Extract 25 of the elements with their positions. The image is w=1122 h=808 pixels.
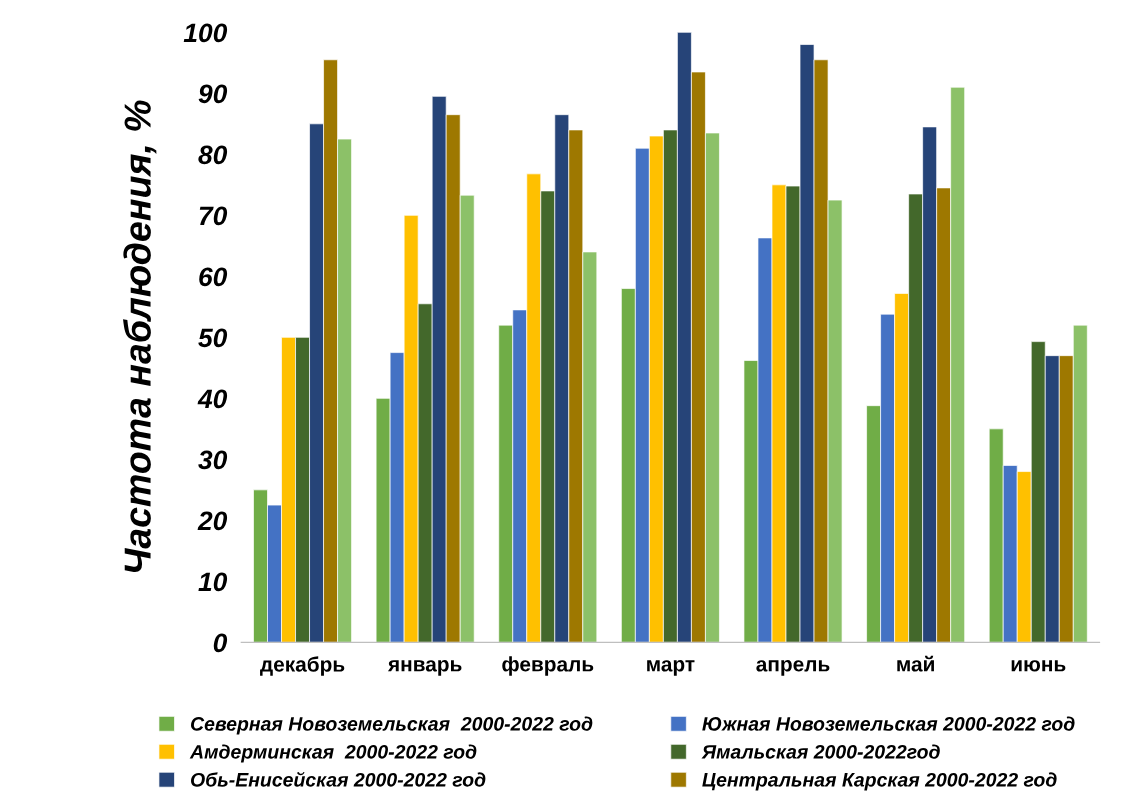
legend-label: Северная Новоземельская 2000-2022 год: [191, 716, 593, 735]
y-tick-label: 100: [183, 23, 228, 43]
legend-label: Ямальская 2000-2022год: [701, 744, 940, 759]
y-tick-label: 70: [199, 206, 228, 226]
x-tick-label: июнь: [1011, 660, 1066, 672]
y-tick-label: 60: [199, 267, 228, 287]
legend-label: Южная Новоземельская 2000-2022 год: [702, 716, 1075, 731]
x-tick-label: декабрь: [260, 656, 345, 676]
x-tick-label: апрель: [756, 660, 830, 676]
y-tick-label: 30: [198, 450, 228, 470]
y-tick-label: 80: [198, 145, 228, 165]
legend-label: Обь-Енисейская 2000-2022 год: [191, 771, 486, 787]
legend-label: Амдерминская 2000-2022 год: [189, 744, 477, 763]
y-tick-label: 0: [213, 633, 228, 653]
y-tick-label: 40: [197, 389, 228, 409]
x-tick-label: март: [647, 660, 695, 676]
x-tick-label: февраль: [502, 656, 594, 676]
y-tick-label: 20: [197, 511, 228, 531]
x-tick-label: январь: [387, 660, 462, 676]
y-tick-label: 50: [198, 328, 228, 348]
y-tick-label: 90: [198, 84, 228, 104]
legend-label: Центральная Карская 2000-2022 год: [702, 772, 1057, 791]
y-axis-title: Частота наблюдения, %: [123, 100, 157, 573]
x-tick-label: май: [897, 655, 934, 672]
y-tick-label: 10: [198, 572, 228, 592]
